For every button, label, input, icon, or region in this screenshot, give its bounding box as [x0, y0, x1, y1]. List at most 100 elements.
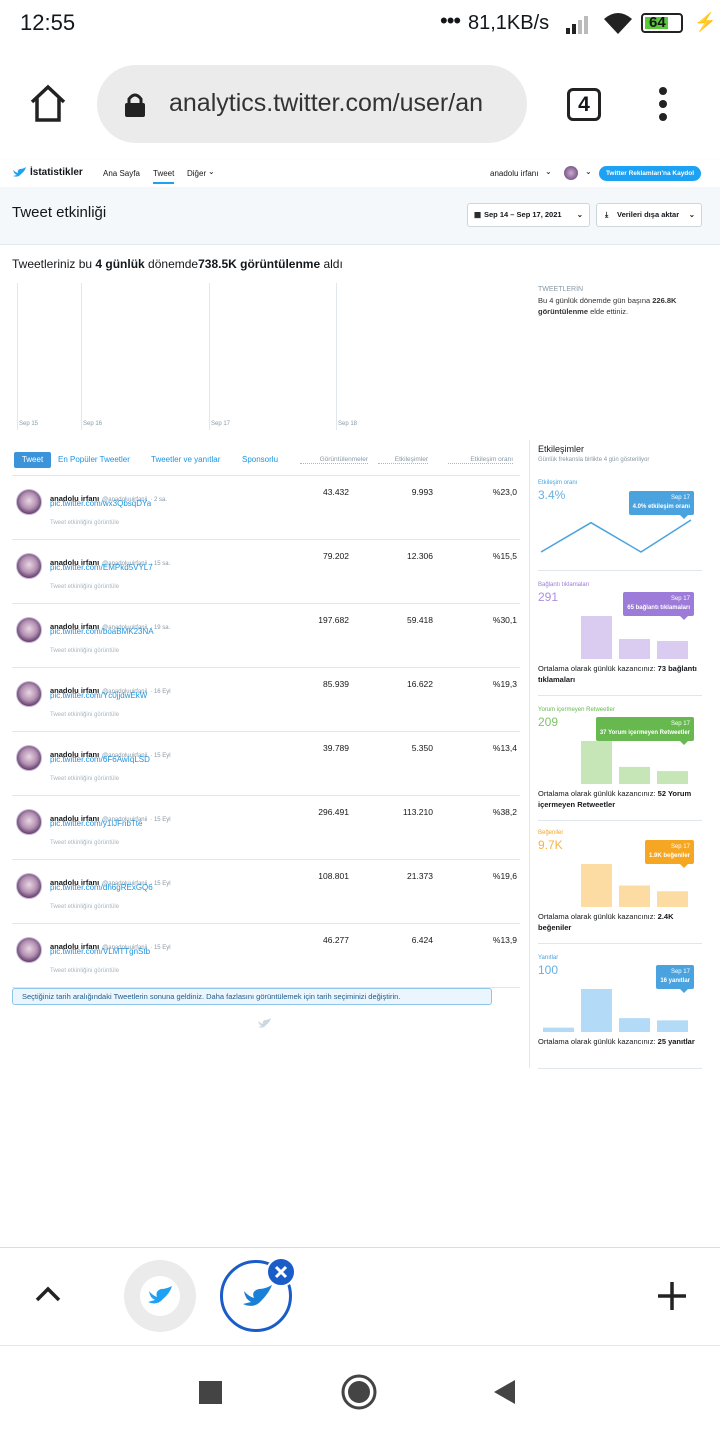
notice: Seçtiğiniz tarih aralığındaki Tweetlerin…	[12, 988, 492, 1005]
mini-chart	[543, 989, 688, 1032]
tab-count[interactable]: 4	[567, 88, 601, 121]
author-handle: @anadoluuirfanii	[102, 753, 148, 759]
mini-chart	[581, 616, 688, 659]
nav-link[interactable]: Ana Sayfa	[103, 169, 140, 178]
nav-link[interactable]: Tweet	[153, 169, 175, 184]
tweet-details[interactable]: Tweet etkinliğini görüntüle	[50, 968, 120, 974]
tweet-details[interactable]: Tweet etkinliğini görüntüle	[50, 712, 120, 718]
tweet-details[interactable]: Tweet etkinliğini görüntüle	[50, 520, 120, 526]
tab-thumb[interactable]	[124, 1260, 196, 1332]
tweet-row: anadolu irfanı@anadoluuirfanii16 Eylpic.…	[12, 668, 520, 732]
avatar[interactable]	[16, 873, 42, 899]
bar	[543, 1027, 574, 1032]
author-handle: @anadoluuirfanii	[102, 881, 148, 887]
tweet-link[interactable]: pic.twitter.com/EMPkd5VYL7	[50, 563, 153, 572]
tooltip-text: 37 Yorum içermeyen Retweetler	[599, 730, 690, 736]
bar	[581, 741, 612, 784]
engagement-rate: %23,0	[492, 487, 517, 497]
author-name[interactable]: anadolu irfanı	[50, 814, 100, 823]
tweet-details[interactable]: Tweet etkinliğini görüntüle	[50, 584, 120, 590]
close-tab[interactable]	[266, 1257, 296, 1287]
home-nav-button[interactable]	[340, 1373, 378, 1411]
collapse-button[interactable]	[34, 1284, 62, 1304]
tooltip: Sep 17 4.0% etkileşim oranı	[628, 491, 694, 519]
tweet-link[interactable]: pic.twitter.com/wx3QbsqDYa	[50, 499, 152, 508]
card-total: 9.7K	[538, 838, 563, 852]
caret: ⌄	[545, 167, 552, 176]
author-name[interactable]: anadolu irfanı	[50, 558, 100, 567]
average-value: 2.4K beğeniler	[538, 912, 674, 932]
url-bar[interactable]: analytics.twitter.com/user/an	[97, 65, 527, 143]
tweet-link[interactable]: pic.twitter.com/dh6gRExGQ6	[50, 883, 153, 892]
new-tab[interactable]	[656, 1280, 688, 1312]
bar	[657, 640, 688, 659]
column-header[interactable]: Görüntülenmeler	[300, 456, 368, 464]
column-header[interactable]: Etkileşimler	[378, 456, 428, 464]
card-total: 100	[538, 963, 559, 977]
home-button[interactable]	[28, 84, 68, 124]
tweet-link[interactable]: pic.twitter.com/6F6AwIqLSD	[50, 755, 150, 764]
side-text: Bu 4 günlük dönemde gün başına	[538, 296, 653, 305]
date-range: Sep 14 – Sep 17, 2021	[484, 210, 562, 219]
page-title: Tweet etkinliği	[12, 204, 107, 221]
export-button[interactable]: ⤓ Verileri dışa aktar ⌄	[596, 203, 702, 227]
avatar[interactable]	[16, 617, 42, 643]
avatar[interactable]	[16, 745, 42, 771]
card-total: 209	[538, 715, 559, 729]
tab[interactable]: En Popüler Tweetler	[58, 455, 130, 464]
tweet-link[interactable]: pic.twitter.com/VLMTTgnStb	[50, 947, 151, 956]
average-prefix: Ortalama olarak günlük kazancınız:	[538, 664, 658, 673]
avatar[interactable]	[16, 937, 42, 963]
avatar[interactable]	[16, 809, 42, 835]
tab-thumb-active[interactable]	[220, 1260, 292, 1332]
mini-chart	[581, 741, 688, 784]
brand[interactable]: İstatistikler	[30, 167, 83, 178]
author-handle: @anadoluuirfanii	[102, 561, 148, 567]
tweet-header: anadolu irfanı@anadoluuirfanii2 sa.	[50, 488, 167, 506]
engagements: 16.622	[407, 679, 433, 689]
tweet-link[interactable]: pic.twitter.com/Yc0jjdwEkW	[50, 691, 148, 700]
recents-button[interactable]	[199, 1381, 222, 1404]
tab-icon	[148, 1286, 172, 1304]
tweet-time: 15 Eyl	[150, 817, 170, 823]
tweet-row: anadolu irfanı@anadoluuirfanii15 Eylpic.…	[12, 860, 520, 924]
author-name[interactable]: anadolu irfanı	[50, 750, 100, 759]
back-button[interactable]	[493, 1379, 517, 1405]
date-picker[interactable]: ▦ Sep 14 – Sep 17, 2021 ⌄	[467, 203, 590, 227]
column-header[interactable]: Etkileşim oranı	[448, 456, 513, 464]
menu-button[interactable]	[655, 86, 671, 124]
nav-avatar[interactable]	[564, 166, 578, 180]
side-text: elde ettiniz.	[588, 307, 629, 316]
author-name[interactable]: anadolu irfanı	[50, 878, 100, 887]
tweet-details[interactable]: Tweet etkinliğini görüntüle	[50, 840, 120, 846]
summary-bold: 738.5K görüntülenme	[198, 257, 321, 271]
tweet-details[interactable]: Tweet etkinliğini görüntüle	[50, 904, 120, 910]
tweet-details[interactable]: Tweet etkinliğini görüntüle	[50, 648, 120, 654]
nav-link[interactable]: Diğer	[187, 169, 207, 178]
tweet-link[interactable]: pic.twitter.com/boaBMK23NA	[50, 627, 154, 636]
engagements: 9.993	[411, 487, 433, 497]
bar	[581, 864, 612, 907]
tweet-time: 16 Eyl	[150, 689, 170, 695]
tweet-link[interactable]: pic.twitter.com/y1lJFnbTte	[50, 819, 143, 828]
nav-user[interactable]: anadolu irfanı	[490, 169, 539, 178]
avatar[interactable]	[16, 681, 42, 707]
author-name[interactable]: anadolu irfanı	[50, 494, 100, 503]
avatar[interactable]	[16, 553, 42, 579]
signup-button[interactable]: Twitter Reklamları'na Kaydol	[599, 166, 701, 181]
avatar[interactable]	[16, 489, 42, 515]
tab[interactable]: Tweetler ve yanıtlar	[151, 455, 221, 464]
tab-icon	[243, 1285, 272, 1306]
average-prefix: Ortalama olarak günlük kazancınız:	[538, 912, 658, 921]
author-name[interactable]: anadolu irfanı	[50, 622, 100, 631]
author-name[interactable]: anadolu irfanı	[50, 686, 100, 695]
engagement-rate: %38,2	[492, 807, 517, 817]
tweet-details[interactable]: Tweet etkinliğini görüntüle	[50, 776, 120, 782]
author-name[interactable]: anadolu irfanı	[50, 942, 100, 951]
chart-gridline	[81, 283, 82, 430]
wifi-icon	[604, 13, 632, 34]
tab-active[interactable]: Tweet	[14, 452, 51, 468]
tab[interactable]: Sponsorlu	[242, 455, 279, 464]
tweet-header: anadolu irfanı@anadoluuirfanii15 Eyl	[50, 872, 171, 890]
